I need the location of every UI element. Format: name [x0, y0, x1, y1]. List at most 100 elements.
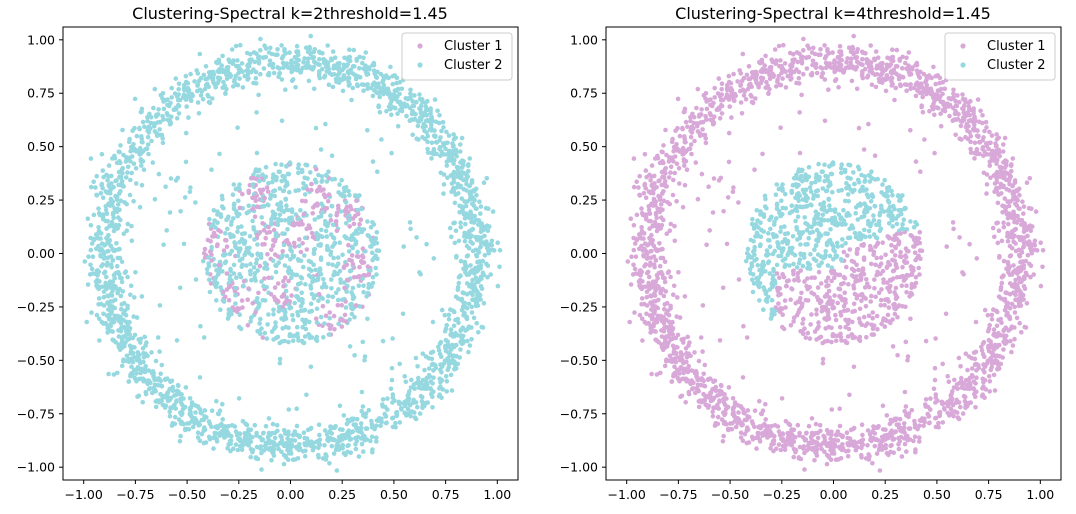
scatter-point-cluster-1: [844, 430, 850, 436]
scatter-point-cluster-2: [105, 330, 110, 335]
scatter-point-cluster-2: [462, 259, 468, 265]
scatter-point-cluster-2: [145, 128, 150, 133]
scatter-point-cluster-1: [680, 204, 686, 210]
scatter-point-cluster-2: [242, 435, 248, 440]
scatter-point-cluster-1: [303, 198, 308, 204]
scatter-point-cluster-1: [340, 317, 345, 323]
scatter-point-cluster-1: [1027, 175, 1033, 181]
scatter-point-cluster-2: [214, 398, 219, 404]
scatter-point-cluster-2: [175, 382, 181, 388]
scatter-point-cluster-2: [279, 162, 284, 167]
scatter-point-cluster-1: [699, 399, 705, 405]
scatter-point-cluster-1: [810, 62, 815, 68]
scatter-point-cluster-1: [994, 136, 1000, 142]
scatter-point-cluster-1: [263, 235, 269, 241]
scatter-point-cluster-1: [961, 393, 967, 399]
scatter-point-cluster-1: [726, 385, 732, 390]
scatter-point-cluster-2: [231, 84, 236, 89]
scatter-point-cluster-2: [132, 355, 137, 360]
scatter-point-cluster-1: [731, 97, 737, 103]
scatter-point-cluster-2: [431, 375, 436, 381]
scatter-point-cluster-1: [873, 437, 878, 443]
scatter-point-cluster-2: [240, 85, 246, 90]
scatter-point-cluster-2: [447, 153, 453, 159]
scatter-point-cluster-2: [442, 328, 448, 334]
scatter-point-cluster-2: [389, 377, 395, 383]
scatter-point-cluster-2: [181, 421, 186, 427]
scatter-point-cluster-2: [105, 178, 110, 183]
scatter-point-cluster-1: [1038, 283, 1044, 289]
scatter-point-cluster-1: [679, 393, 685, 399]
scatter-point-cluster-2: [138, 159, 144, 164]
scatter-point-cluster-2: [379, 419, 385, 425]
scatter-point-cluster-2: [261, 430, 266, 436]
scatter-point-cluster-2: [178, 209, 183, 214]
scatter-point-cluster-1: [342, 285, 347, 291]
scatter-point-cluster-2: [98, 253, 103, 259]
scatter-point-cluster-2: [268, 45, 273, 51]
scatter-point-cluster-2: [449, 353, 455, 359]
scatter-point-cluster-1: [868, 43, 873, 48]
scatter-point-cluster-2: [259, 450, 264, 456]
scatter-point-cluster-2: [238, 274, 244, 280]
scatter-point-cluster-1: [339, 302, 345, 308]
scatter-point-cluster-2: [408, 226, 413, 232]
scatter-point-cluster-2: [420, 403, 426, 408]
scatter-point-cluster-2: [259, 279, 264, 284]
scatter-point-cluster-2: [109, 293, 115, 298]
scatter-point-cluster-2: [426, 355, 432, 361]
scatter-point-cluster-2: [366, 407, 372, 413]
scatter-point-cluster-1: [351, 275, 357, 280]
scatter-point-cluster-2: [88, 184, 94, 190]
scatter-point-cluster-1: [818, 428, 823, 434]
scatter-point-cluster-2: [377, 94, 383, 100]
scatter-point-cluster-1: [746, 76, 751, 82]
scatter-point-cluster-1: [1002, 135, 1008, 141]
scatter-point-cluster-2: [116, 149, 122, 155]
scatter-point-cluster-1: [283, 300, 288, 305]
scatter-point-cluster-2: [209, 408, 215, 414]
scatter-point-cluster-1: [801, 71, 806, 77]
scatter-point-cluster-1: [778, 58, 783, 63]
scatter-point-cluster-2: [370, 274, 376, 280]
scatter-point-cluster-2: [119, 363, 125, 369]
scatter-point-cluster-2: [266, 416, 272, 421]
scatter-point-cluster-2: [253, 260, 259, 266]
scatter-point-cluster-2: [354, 416, 360, 422]
scatter-point-cluster-2: [437, 113, 442, 118]
scatter-point-cluster-2: [459, 196, 465, 201]
scatter-point-cluster-1: [902, 82, 908, 87]
scatter-point-cluster-2: [154, 112, 159, 118]
scatter-point-cluster-2: [215, 212, 220, 217]
scatter-point-cluster-2: [330, 437, 335, 443]
scatter-point-cluster-1: [693, 390, 698, 396]
scatter-point-cluster-1: [832, 78, 838, 84]
scatter-point-cluster-1: [664, 357, 669, 363]
scatter-point-cluster-1: [831, 451, 837, 456]
scatter-point-cluster-2: [279, 207, 285, 213]
scatter-point-cluster-1: [787, 422, 793, 428]
scatter-point-cluster-1: [309, 181, 314, 187]
scatter-point-cluster-1: [906, 67, 911, 72]
scatter-point-cluster-2: [302, 253, 307, 258]
x-tick-label: 0.50: [380, 487, 408, 502]
scatter-point-cluster-1: [837, 43, 843, 49]
scatter-point-cluster-2: [203, 64, 209, 69]
scatter-point-cluster-2: [304, 392, 309, 398]
scatter-point-cluster-2: [228, 268, 233, 274]
scatter-point-cluster-2: [100, 195, 106, 200]
scatter-point-cluster-2: [331, 451, 337, 456]
scatter-point-cluster-1: [729, 89, 734, 95]
scatter-point-cluster-1: [940, 79, 946, 85]
scatter-point-cluster-2: [332, 240, 338, 246]
scatter-point-cluster-2: [219, 63, 224, 68]
scatter-point-cluster-1: [920, 94, 925, 100]
scatter-point-cluster-2: [380, 397, 386, 402]
scatter-point-cluster-2: [282, 263, 288, 268]
scatter-point-cluster-1: [313, 316, 319, 322]
scatter-point-cluster-1: [923, 397, 929, 402]
scatter-point-cluster-2: [96, 302, 101, 307]
scatter-point-cluster-1: [1017, 320, 1022, 326]
scatter-point-cluster-2: [439, 370, 444, 375]
